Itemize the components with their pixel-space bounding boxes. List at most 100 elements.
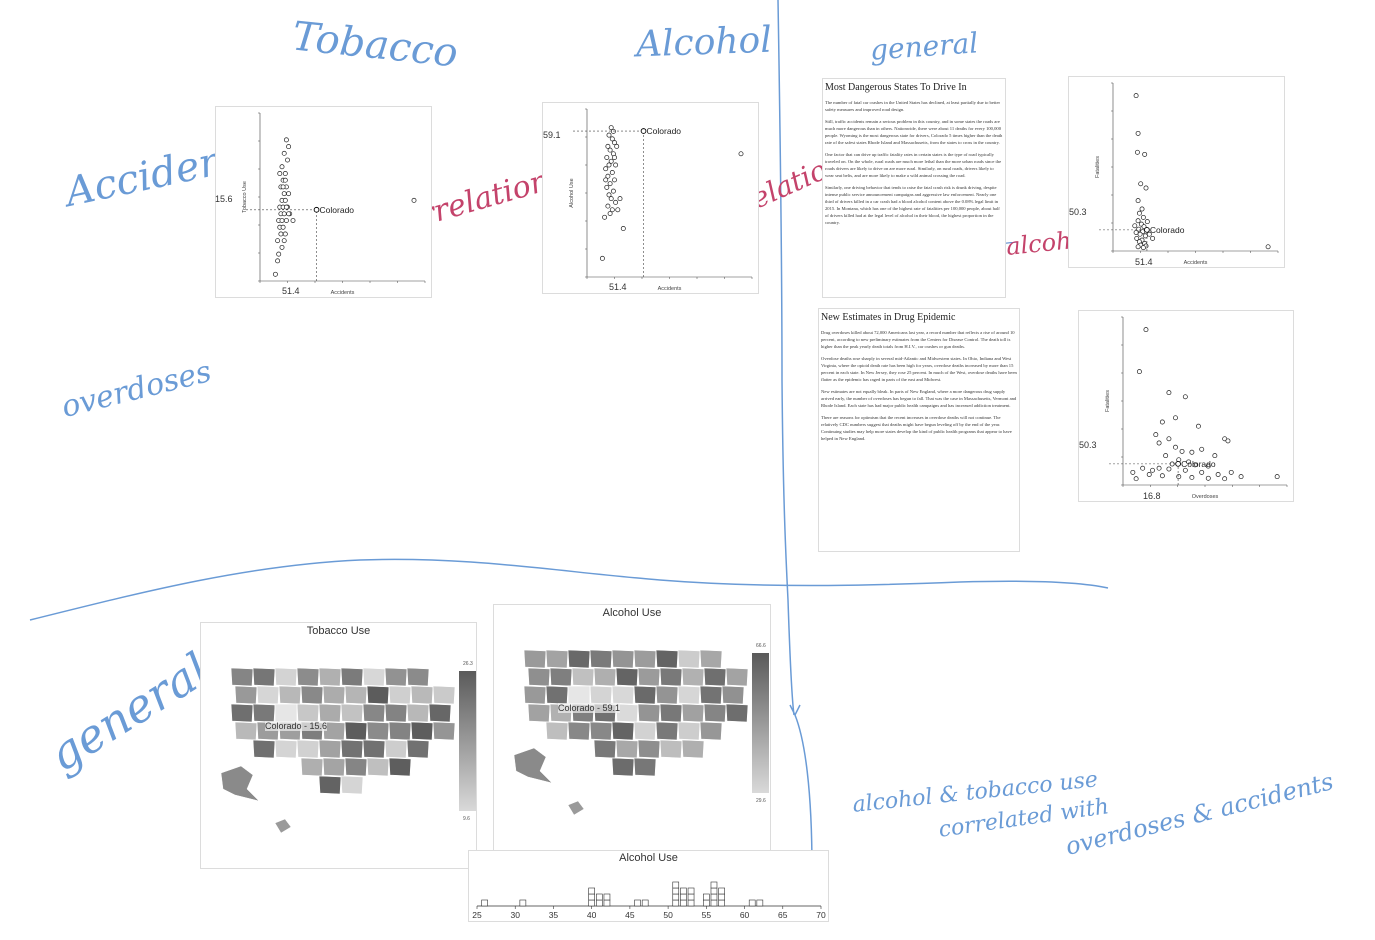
scatter-alcohol-card[interactable]: Accidents Alcohol Use Colorado (542, 102, 759, 294)
state-shape (655, 721, 679, 741)
scatter-fatalities-plot[interactable]: Accidents Fatalities Colorado (1069, 77, 1284, 267)
histogram-alcohol-card[interactable]: Alcohol Use 25 30 35 40 45 50 55 60 65 70 (468, 850, 829, 922)
state-shape (589, 649, 613, 669)
map-alcohol-legend-bar (752, 653, 769, 793)
state-shape (703, 667, 727, 687)
data-point (1195, 423, 1201, 429)
histogram-unit (596, 899, 603, 907)
state-shape (677, 721, 701, 741)
x-tick-label: 40 (587, 910, 597, 920)
state-shape (432, 685, 456, 705)
scatter-overdoses-plot[interactable]: Overdoses Fatalities Colorado (1079, 311, 1293, 501)
highlight-point (1144, 227, 1150, 233)
article-title: Most Dangerous States To Drive In (825, 82, 967, 93)
state-shape (589, 685, 613, 705)
histogram-unit (687, 899, 695, 907)
histogram-alcohol-plot[interactable]: 25 30 35 40 45 50 55 60 65 70 (469, 851, 828, 921)
x-axis-label: Accidents (331, 290, 355, 296)
histogram-unit (588, 899, 595, 907)
data-point (1135, 244, 1141, 250)
state-shape (699, 721, 723, 741)
us-map-alcohol[interactable] (494, 605, 770, 851)
arrow-head-left (789, 704, 801, 717)
map-alcohol-card[interactable]: Alcohol Use 66.6 29.6 Colorado - 59.1 (493, 604, 771, 852)
data-point (1136, 369, 1142, 375)
data-point (602, 214, 608, 220)
article-paragraph: The number of fatal car crashes in the U… (825, 100, 1001, 112)
scatter-fatalities-y-readout: 50.3 (1069, 207, 1087, 217)
map-alcohol-highlight-label: Colorado - 59.1 (558, 703, 621, 713)
histogram-unit (718, 893, 725, 901)
scatter-fatalities-card[interactable]: Accidents Fatalities Colorado (1068, 76, 1285, 268)
histogram-unit (672, 893, 680, 901)
data-point (283, 204, 289, 210)
us-map-tobacco[interactable] (201, 623, 476, 868)
vertical-ink-line (777, 0, 795, 716)
y-axis-label: Alcohol Use (569, 178, 575, 207)
article-paragraph: One factor that can drive up traffic fat… (825, 152, 1002, 178)
state-shape (432, 721, 456, 741)
state-shape (593, 667, 617, 687)
x-tick-label: 30 (510, 910, 520, 920)
scatter-tobacco-plot[interactable]: Accidents Tobacco Use Colorado (216, 107, 431, 297)
state-shape (344, 757, 368, 777)
data-point (607, 181, 613, 187)
highlight-point (640, 128, 647, 134)
state-shape (593, 739, 617, 759)
data-point (609, 170, 615, 175)
state-shape (545, 649, 569, 669)
data-point (1225, 438, 1231, 444)
data-point (1150, 467, 1155, 473)
highlight-label: Colorado (1181, 459, 1216, 469)
state-shape (721, 685, 745, 705)
histogram-unit (687, 893, 695, 901)
scatter-overdoses-card[interactable]: Overdoses Fatalities Colorado (1078, 310, 1294, 502)
data-point (1205, 475, 1211, 481)
state-shape (300, 757, 324, 777)
data-point (603, 177, 609, 183)
article-paragraph: Drug overdoses killed about 72,000 Ameri… (821, 330, 1015, 349)
state-shape (655, 649, 679, 669)
x-tick-label: 70 (816, 910, 826, 920)
histogram-unit (672, 887, 680, 895)
data-point (1137, 231, 1143, 237)
data-point (1173, 444, 1178, 450)
data-point (1159, 419, 1165, 425)
state-shape (699, 649, 723, 669)
state-shape (406, 739, 430, 759)
map-alcohol-legend-min: 29.6 (756, 798, 766, 804)
data-point (1136, 210, 1142, 216)
histogram-unit (680, 887, 687, 895)
state-shape (256, 685, 280, 705)
state-shape (252, 703, 276, 723)
data-point (1133, 230, 1139, 235)
data-point (1130, 469, 1136, 475)
data-point (1140, 465, 1146, 471)
data-point (282, 177, 288, 183)
state-shape (318, 775, 342, 795)
scatter-tobacco-card[interactable]: Accidents Tobacco Use Colorado (215, 106, 432, 298)
histogram-unit (634, 899, 641, 907)
histogram-unit (703, 893, 710, 901)
state-shape (659, 739, 683, 759)
article-paragraph: There are reasons for optimism that the … (821, 415, 1012, 441)
data-point (615, 207, 621, 213)
state-shape (659, 703, 683, 723)
scatter-overdoses-y-readout: 50.3 (1079, 440, 1097, 450)
x-tick-label: 65 (778, 910, 788, 920)
data-point (1274, 474, 1280, 480)
state-shape (523, 685, 547, 705)
state-shape (388, 721, 412, 741)
data-point (1212, 453, 1218, 459)
map-tobacco-card[interactable]: Tobacco Use 26.3 9.6 Colorado - 15.6 (200, 622, 477, 869)
state-shape (366, 757, 390, 777)
data-point (1159, 473, 1165, 479)
map-tobacco-legend-min: 9.6 (463, 816, 470, 822)
scatter-alcohol-plot[interactable]: Accidents Alcohol Use Colorado (543, 103, 758, 293)
state-shape (589, 721, 613, 741)
state-shape (384, 703, 408, 723)
data-point (606, 162, 612, 168)
state-shape (252, 667, 276, 687)
state-shape (366, 685, 390, 705)
data-point (603, 166, 609, 172)
